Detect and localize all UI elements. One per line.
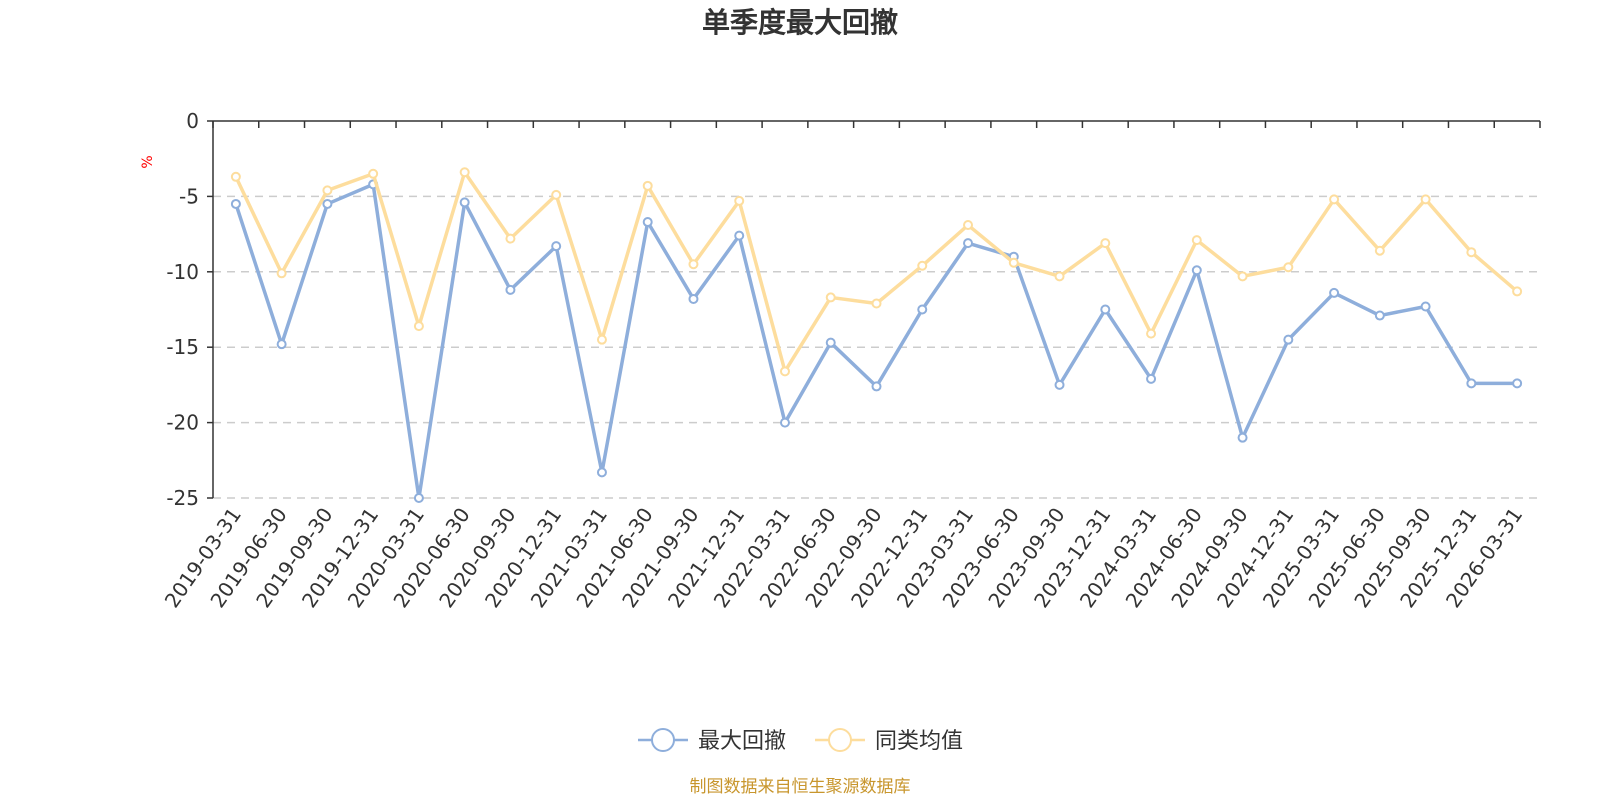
data-point bbox=[230, 171, 241, 182]
series-1 bbox=[230, 179, 1523, 503]
series-layer bbox=[230, 167, 1523, 503]
data-point bbox=[825, 292, 836, 303]
data-point bbox=[1329, 194, 1340, 205]
data-point bbox=[642, 180, 653, 191]
data-point bbox=[596, 467, 607, 478]
data-point bbox=[276, 268, 287, 279]
data-point bbox=[688, 293, 699, 304]
data-point bbox=[413, 321, 424, 332]
data-point bbox=[779, 417, 790, 428]
data-point bbox=[779, 366, 790, 377]
data-point bbox=[1191, 235, 1202, 246]
y-tick-label: -20 bbox=[166, 411, 199, 435]
data-point bbox=[1191, 265, 1202, 276]
data-point bbox=[642, 217, 653, 228]
series-2 bbox=[230, 167, 1523, 377]
series-line bbox=[234, 182, 1518, 500]
y-tick-label: -10 bbox=[166, 260, 199, 284]
data-point bbox=[505, 233, 516, 244]
y-tick-label: -15 bbox=[166, 335, 199, 359]
data-point bbox=[276, 339, 287, 350]
data-point bbox=[825, 337, 836, 348]
data-point bbox=[1237, 432, 1248, 443]
data-point bbox=[917, 260, 928, 271]
y-tick-label: 0 bbox=[186, 109, 199, 133]
gridlines bbox=[213, 195, 1540, 499]
legend-label: 同类均值 bbox=[875, 729, 963, 754]
data-point bbox=[1466, 247, 1477, 258]
data-point bbox=[963, 220, 974, 231]
data-point bbox=[871, 381, 882, 392]
data-point bbox=[1512, 286, 1523, 297]
data-point bbox=[1420, 301, 1431, 312]
data-point bbox=[551, 241, 562, 252]
data-point bbox=[322, 198, 333, 209]
data-point bbox=[1100, 238, 1111, 249]
data-point bbox=[1054, 379, 1065, 390]
y-axis-unit: % bbox=[140, 155, 156, 168]
data-point bbox=[551, 189, 562, 200]
data-point bbox=[322, 185, 333, 196]
legend-label: 最大回撤 bbox=[698, 729, 786, 754]
y-tick-label: -25 bbox=[166, 486, 199, 510]
data-point bbox=[1054, 271, 1065, 282]
data-point bbox=[688, 259, 699, 270]
axes bbox=[207, 120, 1541, 499]
data-point bbox=[1420, 194, 1431, 205]
legend-marker bbox=[828, 728, 852, 752]
data-point bbox=[459, 197, 470, 208]
data-point bbox=[871, 298, 882, 309]
y-tick-labels: 0 -5 -10 -15 -20 -25 bbox=[166, 109, 199, 510]
data-point bbox=[734, 230, 745, 241]
data-point bbox=[1146, 328, 1157, 339]
data-point bbox=[1466, 378, 1477, 389]
x-tick-labels: 2019-03-312019-06-302019-09-302019-12-31… bbox=[160, 503, 1528, 612]
legend[interactable]: 最大回撤 同类均值 bbox=[638, 728, 963, 754]
chart-title: 单季度最大回撤 bbox=[702, 6, 898, 39]
data-point bbox=[1008, 257, 1019, 268]
data-point bbox=[1100, 304, 1111, 315]
legend-item-2[interactable]: 同类均值 bbox=[815, 728, 963, 754]
data-point bbox=[963, 238, 974, 249]
data-point bbox=[1374, 310, 1385, 321]
data-point bbox=[1283, 262, 1294, 273]
data-point bbox=[1512, 378, 1523, 389]
data-point bbox=[459, 167, 470, 178]
data-point bbox=[1146, 373, 1157, 384]
legend-marker bbox=[651, 728, 675, 752]
data-point bbox=[413, 493, 424, 503]
data-point bbox=[1237, 271, 1248, 282]
data-point bbox=[505, 284, 516, 295]
data-point bbox=[368, 168, 379, 179]
data-point bbox=[1283, 334, 1294, 345]
data-point bbox=[917, 304, 928, 315]
data-point bbox=[230, 198, 241, 209]
data-point bbox=[596, 334, 607, 345]
data-point bbox=[1374, 245, 1385, 256]
source-note: 制图数据来自恒生聚源数据库 bbox=[690, 777, 911, 797]
data-point bbox=[734, 195, 745, 206]
y-tick-label: -5 bbox=[179, 184, 199, 208]
data-point bbox=[1329, 287, 1340, 298]
legend-item-1[interactable]: 最大回撤 bbox=[638, 728, 786, 754]
